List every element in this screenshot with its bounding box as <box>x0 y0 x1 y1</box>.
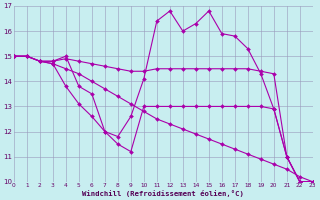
X-axis label: Windchill (Refroidissement éolien,°C): Windchill (Refroidissement éolien,°C) <box>82 190 244 197</box>
